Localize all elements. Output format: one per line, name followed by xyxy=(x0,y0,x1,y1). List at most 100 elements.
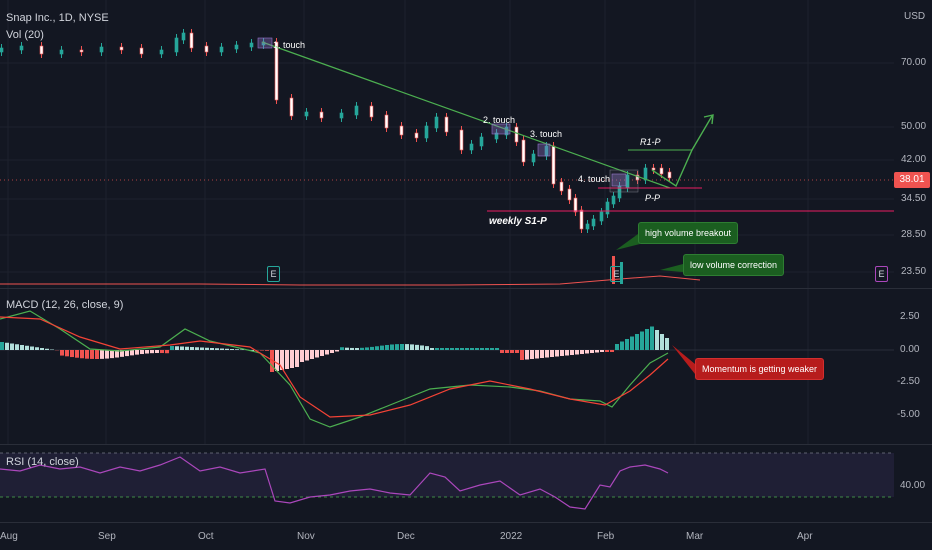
macd-histogram-bar xyxy=(625,339,629,350)
macd-histogram-bar xyxy=(200,347,204,350)
pp-label: P-P xyxy=(645,193,661,203)
macd-histogram-bar xyxy=(430,348,434,350)
macd-histogram-bar xyxy=(230,349,234,350)
rsi-title[interactable]: RSI (14, close) xyxy=(6,456,79,468)
candle-body xyxy=(521,139,526,163)
earnings-marker[interactable]: E xyxy=(267,266,280,282)
candle-body xyxy=(189,32,194,49)
correction-callout[interactable]: low volume correction xyxy=(683,254,785,276)
macd-histogram-bar xyxy=(530,350,534,359)
price-tick: 34.50 xyxy=(901,193,927,204)
candle-body xyxy=(39,45,44,55)
volume-spike xyxy=(620,262,623,284)
candle-body xyxy=(579,209,584,230)
macd-histogram-bar xyxy=(175,346,179,350)
macd-pane[interactable]: MACD (12, 26, close, 9) Momentum is gett… xyxy=(0,289,894,444)
macd-histogram-bar xyxy=(30,346,34,350)
macd-tick: -5.00 xyxy=(897,409,920,420)
rsi-pane[interactable]: RSI (14, close) xyxy=(0,445,894,522)
volume-indicator-label[interactable]: Vol (20) xyxy=(6,29,44,41)
candle-body xyxy=(139,47,144,55)
macd-histogram-bar xyxy=(475,348,479,350)
candle-body xyxy=(181,32,186,41)
price-pane[interactable]: Snap Inc., 1D, NYSE Vol (20) 1. touch 2.… xyxy=(0,0,894,288)
symbol-title[interactable]: Snap Inc., 1D, NYSE xyxy=(6,12,109,24)
macd-histogram-bar xyxy=(105,350,109,359)
macd-histogram-bar xyxy=(600,350,604,352)
macd-histogram-bar xyxy=(20,345,24,350)
last-price-badge: 38.01 xyxy=(894,172,930,188)
macd-histogram-bar xyxy=(365,347,369,350)
candle-body xyxy=(591,218,596,227)
macd-histogram-bar xyxy=(100,350,104,359)
momentum-callout[interactable]: Momentum is getting weaker xyxy=(695,358,825,380)
macd-histogram-bar xyxy=(410,344,414,350)
macd-axis[interactable]: 2.50 0.00 -2.50 -5.00 xyxy=(894,289,932,444)
macd-histogram-bar xyxy=(615,344,619,350)
time-axis[interactable]: Aug Sep Oct Nov Dec 2022 Feb Mar Apr xyxy=(0,523,932,550)
macd-histogram-bar xyxy=(210,348,214,350)
macd-histogram-bar xyxy=(490,348,494,350)
macd-histogram-bar xyxy=(535,350,539,359)
touch-box xyxy=(537,143,551,157)
price-chart xyxy=(0,0,894,288)
macd-histogram-bar xyxy=(510,350,514,353)
macd-histogram-bar xyxy=(335,350,339,352)
candle-body xyxy=(289,97,294,117)
price-tick: 70.00 xyxy=(901,57,927,68)
time-tick: Sep xyxy=(98,531,116,542)
macd-histogram-bar xyxy=(190,347,194,350)
macd-histogram-bar xyxy=(345,347,349,350)
macd-histogram-bar xyxy=(130,350,134,356)
rsi-axis[interactable]: 40.00 xyxy=(894,445,932,522)
candle-body xyxy=(0,47,4,53)
macd-histogram-bar xyxy=(10,343,14,350)
macd-histogram-bar xyxy=(585,350,589,354)
macd-histogram-bar xyxy=(370,346,374,350)
macd-histogram-bar xyxy=(95,350,99,359)
macd-histogram-bar xyxy=(330,350,334,353)
macd-histogram-bar xyxy=(595,350,599,353)
signal-line xyxy=(0,316,669,418)
macd-histogram-bar xyxy=(70,350,74,358)
macd-histogram-bar xyxy=(325,350,329,355)
earnings-marker[interactable]: E xyxy=(875,266,888,282)
earnings-marker[interactable]: E xyxy=(610,266,623,282)
projection-arrowhead xyxy=(703,114,714,125)
macd-histogram-bar xyxy=(515,350,519,353)
macd-histogram-bar xyxy=(540,350,544,358)
time-tick: Oct xyxy=(198,531,214,542)
candle-body xyxy=(514,126,519,143)
rsi-chart xyxy=(0,452,894,510)
macd-histogram-bar xyxy=(420,345,424,350)
candle-body xyxy=(354,105,359,116)
price-axis[interactable]: USD 70.00 50.00 42.00 34.50 28.50 23.50 … xyxy=(894,0,932,288)
volume-ma xyxy=(0,275,701,286)
macd-histogram-bar xyxy=(155,350,159,354)
macd-histogram-bar xyxy=(150,350,154,354)
breakout-callout[interactable]: high volume breakout xyxy=(638,222,739,244)
macd-histogram-bar xyxy=(220,348,224,350)
candle-body xyxy=(551,145,556,185)
macd-histogram-bar xyxy=(435,348,439,350)
time-tick: Mar xyxy=(686,531,704,542)
macd-histogram-bar xyxy=(495,348,499,350)
macd-histogram-bar xyxy=(110,350,114,359)
candle-body xyxy=(643,167,648,181)
macd-histogram-bar xyxy=(455,348,459,350)
macd-histogram-bar xyxy=(60,350,64,356)
candle-body xyxy=(399,125,404,136)
macd-title[interactable]: MACD (12, 26, close, 9) xyxy=(6,299,124,311)
candle-body xyxy=(384,114,389,129)
macd-histogram-bar xyxy=(35,347,39,350)
currency-label: USD xyxy=(904,11,926,22)
rsi-band xyxy=(0,453,894,497)
candle-body xyxy=(459,129,464,151)
time-tick: Nov xyxy=(297,531,315,542)
macd-histogram-bar xyxy=(305,350,309,361)
candle-body xyxy=(469,143,474,151)
macd-histogram-bar xyxy=(565,350,569,356)
candle-body xyxy=(599,211,604,222)
price-tick: 23.50 xyxy=(901,266,927,277)
macd-histogram-bar xyxy=(165,350,169,354)
